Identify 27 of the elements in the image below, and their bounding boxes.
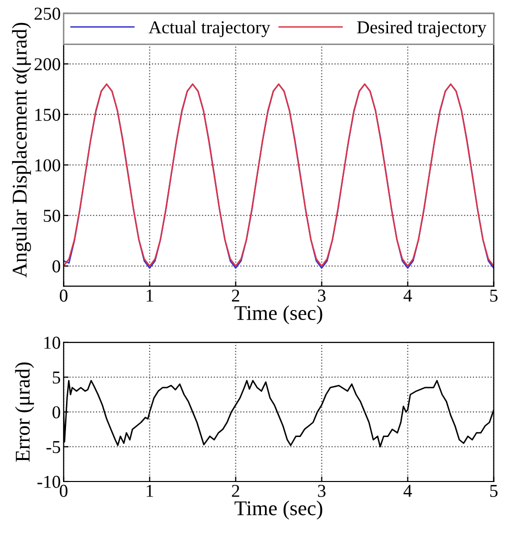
x-axis-title: Time (sec) (234, 305, 322, 324)
y-tick-label: 250 (34, 8, 60, 20)
y-tick-label: 50 (44, 210, 60, 222)
y-tick-label: 150 (35, 108, 60, 121)
x-tick-label: 3 (318, 290, 326, 302)
x-axis-title: Time (sec) (234, 500, 322, 520)
y-tick-label: 0 (52, 260, 60, 272)
y-tick-label: 100 (35, 159, 60, 172)
x-tick-label: 4 (404, 290, 412, 302)
legend-label: Desired trajectory (357, 20, 486, 38)
x-tick-label: 1 (146, 484, 154, 497)
x-tick-label: 2 (232, 484, 240, 497)
x-tick-label: 3 (318, 484, 326, 497)
y-tick-label: 0 (52, 406, 60, 418)
y-tick-label: 200 (34, 58, 60, 70)
y-axis-title: Error (μrad) (15, 362, 34, 462)
y-tick-label: -10 (37, 476, 60, 488)
x-tick-label: 5 (490, 290, 498, 302)
y-tick-label: 10 (44, 336, 60, 349)
y-tick-label: 5 (52, 372, 60, 384)
x-tick-label: 4 (404, 484, 412, 497)
y-axis-title: Angular Displacement α(μrad) (12, 22, 31, 278)
x-tick-label: 1 (146, 290, 154, 302)
legend-label: Actual trajectory (148, 20, 270, 38)
x-tick-label: 2 (232, 290, 240, 302)
x-tick-label: 5 (490, 484, 498, 497)
y-tick-label: -5 (46, 441, 60, 454)
